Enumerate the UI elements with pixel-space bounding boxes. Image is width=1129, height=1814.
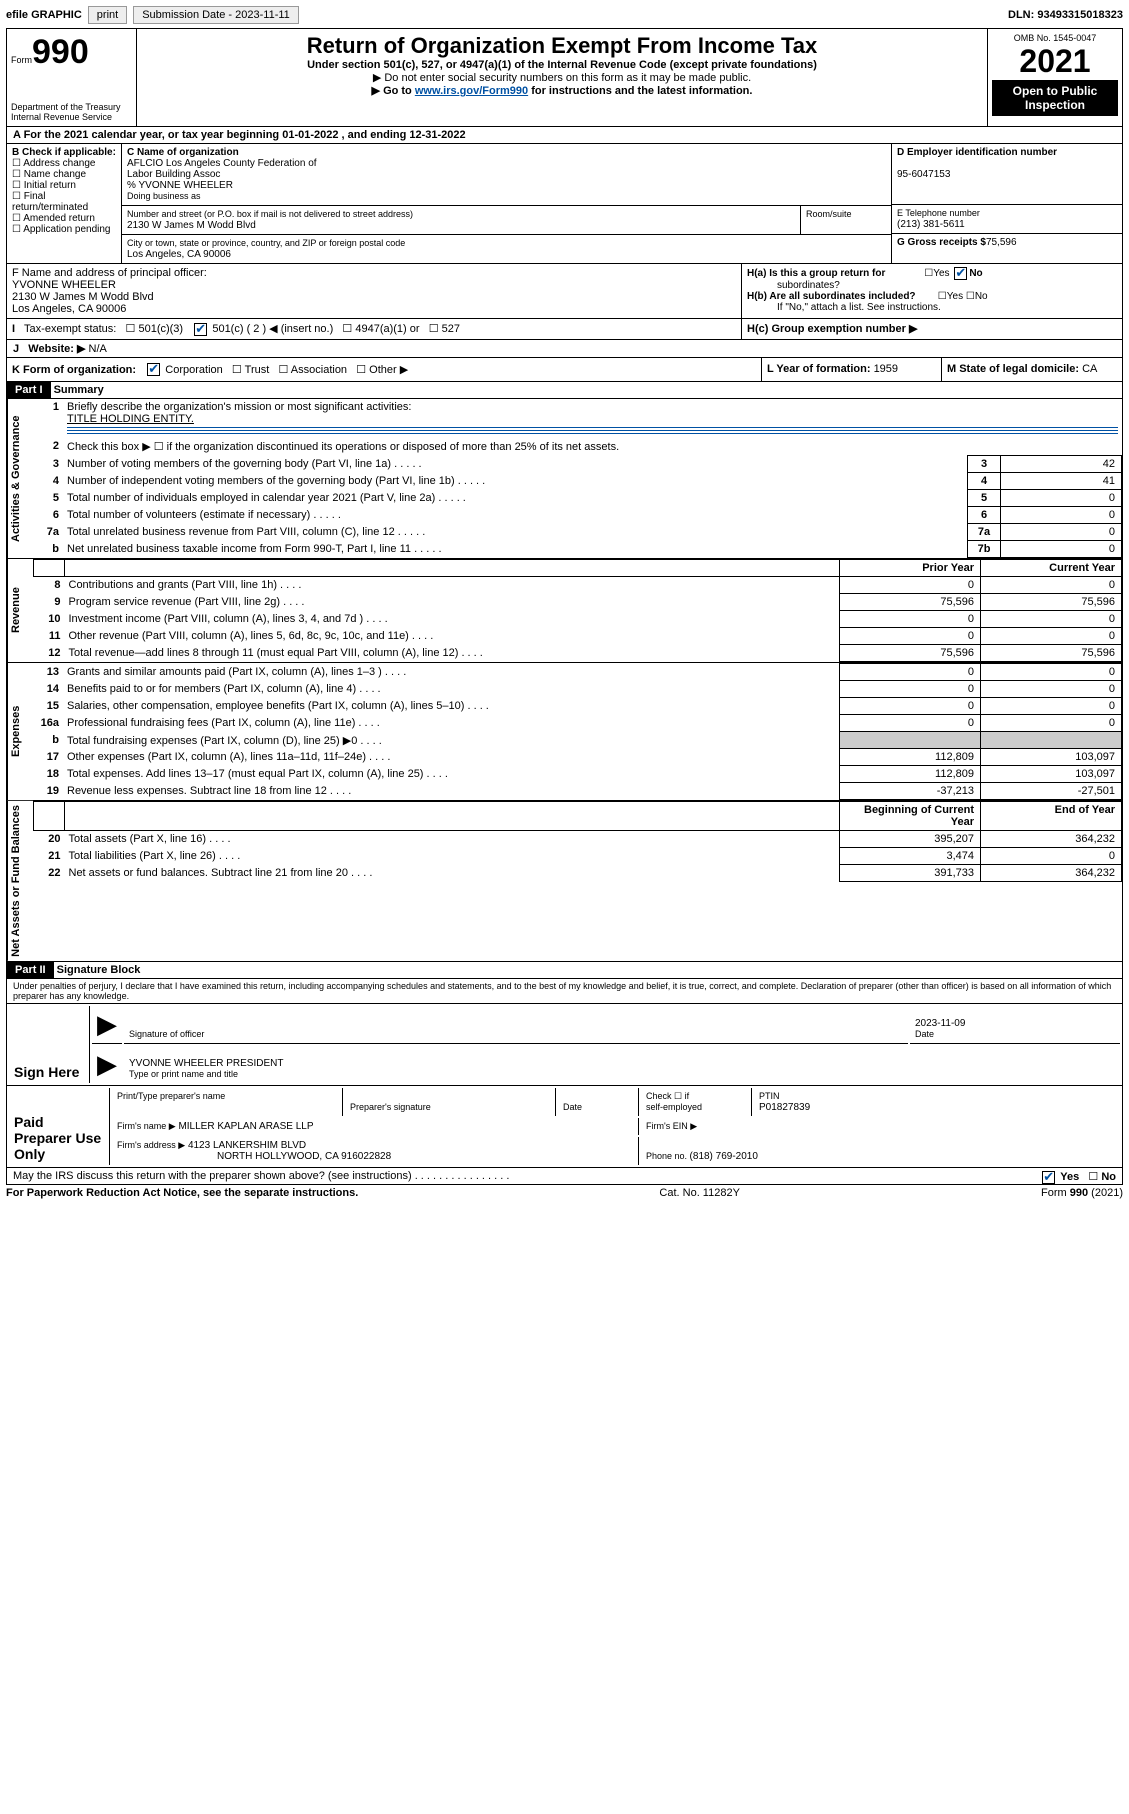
box-l: L Year of formation: 1959: [762, 358, 942, 382]
line-6: 6Total number of volunteers (estimate if…: [33, 507, 1122, 524]
form-990: 990: [32, 33, 89, 71]
line-12: 12Total revenue—add lines 8 through 11 (…: [34, 645, 1122, 662]
dba-label: Doing business as: [127, 191, 201, 201]
box-i: I Tax-exempt status: ☐ 501(c)(3) 501(c) …: [7, 319, 742, 339]
print-button[interactable]: print: [88, 6, 127, 24]
care-of: % YVONNE WHEELER: [127, 180, 233, 191]
part2-bar: Part II: [7, 962, 54, 978]
line-11: 11Other revenue (Part VIII, column (A), …: [34, 628, 1122, 645]
irs-label: Internal Revenue Service: [11, 112, 132, 122]
line-20: 20Total assets (Part X, line 16) . . . .…: [34, 831, 1122, 848]
subtitle-3: ▶ Go to www.irs.gov/Form990 for instruct…: [141, 84, 983, 97]
telephone: (213) 381-5611: [897, 219, 965, 230]
tax-year: 2021: [992, 43, 1118, 80]
box-h: H(a) Is this a group return for ☐Yes No …: [742, 264, 1122, 318]
box-e-label: E Telephone number: [897, 208, 980, 218]
line-22: 22Net assets or fund balances. Subtract …: [34, 865, 1122, 882]
line-7a: 7aTotal unrelated business revenue from …: [33, 524, 1122, 541]
section-expenses: Expenses 13Grants and similar amounts pa…: [6, 663, 1123, 801]
line-b: bTotal fundraising expenses (Part IX, co…: [33, 732, 1122, 749]
line-16a: 16aProfessional fundraising fees (Part I…: [33, 715, 1122, 732]
side-net: Net Assets or Fund Balances: [7, 801, 33, 961]
box-c-label: C Name of organization: [127, 147, 239, 158]
line-13: 13Grants and similar amounts paid (Part …: [33, 664, 1122, 681]
line-9: 9Program service revenue (Part VIII, lin…: [34, 594, 1122, 611]
room-label: Room/suite: [806, 209, 852, 219]
omb-number: OMB No. 1545-0047: [992, 33, 1118, 43]
submission-button[interactable]: Submission Date - 2023-11-11: [133, 6, 299, 24]
box-hc: H(c) Group exemption number ▶: [742, 319, 1122, 339]
top-toolbar: efile GRAPHIC print Submission Date - 20…: [6, 6, 1123, 24]
line-21: 21Total liabilities (Part X, line 26) . …: [34, 848, 1122, 865]
ein: 95-6047153: [897, 169, 950, 180]
section-net: Net Assets or Fund Balances Beginning of…: [6, 801, 1123, 962]
line-8: 8Contributions and grants (Part VIII, li…: [34, 577, 1122, 594]
box-b: B Check if applicable: ☐ Address change …: [7, 144, 122, 263]
discuss-row: May the IRS discuss this return with the…: [6, 1168, 1123, 1185]
efile-label: efile GRAPHIC: [6, 9, 82, 21]
part1-bar: Part I: [7, 382, 51, 398]
declaration: Under penalties of perjury, I declare th…: [6, 979, 1123, 1004]
line-3: 3Number of voting members of the governi…: [33, 456, 1122, 473]
sign-here-block: Sign Here ▶ Signature of officer 2023-11…: [6, 1004, 1123, 1086]
form-header: Form990 Department of the Treasury Inter…: [6, 28, 1123, 127]
line-7b: bNet unrelated business taxable income f…: [33, 541, 1122, 558]
line-5: 5Total number of individuals employed in…: [33, 490, 1122, 507]
street-label: Number and street (or P.O. box if mail i…: [127, 209, 413, 219]
box-f: F Name and address of principal officer:…: [7, 264, 742, 318]
org-name-2: Labor Building Assoc: [127, 169, 220, 180]
box-g-label: G Gross receipts $: [897, 237, 986, 248]
form-title: Return of Organization Exempt From Incom…: [141, 33, 983, 59]
box-j: J Website: ▶ N/A: [6, 340, 1123, 358]
line-18: 18Total expenses. Add lines 13–17 (must …: [33, 766, 1122, 783]
line-1: Briefly describe the organization's miss…: [63, 399, 1122, 438]
form-label: Form: [11, 55, 32, 65]
line-15: 15Salaries, other compensation, employee…: [33, 698, 1122, 715]
box-d-label: D Employer identification number: [897, 147, 1057, 158]
paid-preparer-block: Paid Preparer Use Only Print/Type prepar…: [6, 1086, 1123, 1168]
street: 2130 W James M Wodd Blvd: [127, 220, 256, 231]
city: Los Angeles, CA 90006: [127, 249, 231, 260]
line-14: 14Benefits paid to or for members (Part …: [33, 681, 1122, 698]
side-revenue: Revenue: [7, 559, 33, 662]
line-19: 19Revenue less expenses. Subtract line 1…: [33, 783, 1122, 800]
gross-receipts: 75,596: [986, 237, 1017, 248]
line-17: 17Other expenses (Part IX, column (A), l…: [33, 749, 1122, 766]
line-10: 10Investment income (Part VIII, column (…: [34, 611, 1122, 628]
open-public-badge: Open to PublicInspection: [992, 80, 1118, 116]
section-revenue: Revenue Prior YearCurrent Year 8Contribu…: [6, 559, 1123, 663]
dln: DLN: 93493315018323: [1008, 9, 1123, 21]
part2-title: Signature Block: [57, 964, 141, 976]
line-2: Check this box ▶ ☐ if the organization d…: [63, 438, 1122, 455]
subtitle-2: ▶ Do not enter social security numbers o…: [141, 71, 983, 84]
subtitle-1: Under section 501(c), 527, or 4947(a)(1)…: [141, 59, 983, 71]
part1-title: Summary: [54, 384, 104, 396]
dept-treasury: Department of the Treasury: [11, 102, 132, 112]
line-4: 4Number of independent voting members of…: [33, 473, 1122, 490]
section-governance: Activities & Governance 1Briefly describ…: [6, 399, 1123, 559]
city-label: City or town, state or province, country…: [127, 238, 405, 248]
footer: For Paperwork Reduction Act Notice, see …: [6, 1187, 1123, 1199]
side-activities: Activities & Governance: [7, 399, 33, 558]
box-m: M State of legal domicile: CA: [942, 358, 1122, 382]
side-expenses: Expenses: [7, 663, 33, 800]
entity-block: B Check if applicable: ☐ Address change …: [6, 144, 1123, 264]
irs-link[interactable]: www.irs.gov/Form990: [415, 85, 528, 97]
org-name-1: AFLCIO Los Angeles County Federation of: [127, 158, 317, 169]
period-row: A For the 2021 calendar year, or tax yea…: [6, 127, 1123, 144]
box-k: K Form of organization: Corporation ☐ Tr…: [7, 358, 762, 382]
